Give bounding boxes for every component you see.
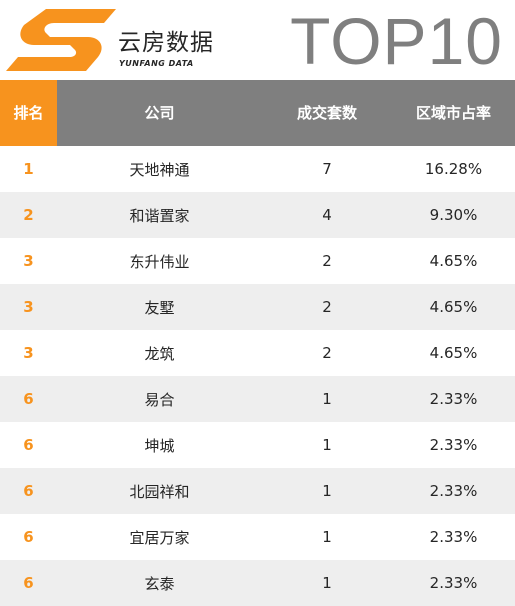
header-market-share: 区域市占率 [415, 104, 491, 122]
rank-cell: 6 [23, 482, 34, 500]
table-row: 1 天地神通 7 16.28% [0, 146, 515, 192]
count-cell: 2 [322, 298, 332, 316]
brand-name: 云房数据 [118, 30, 214, 56]
company-cell: 易合 [144, 390, 175, 409]
share-cell: 2.33% [429, 436, 478, 454]
rank-cell: 3 [23, 344, 34, 362]
rank-cell: 2 [23, 206, 34, 224]
table-row: 3 友墅 2 4.65% [0, 284, 515, 330]
rank-cell: 6 [23, 528, 34, 546]
share-cell: 2.33% [429, 574, 478, 592]
count-cell: 4 [322, 206, 332, 224]
page-title: TOP10 [290, 4, 503, 78]
table-row: 3 东升伟业 2 4.65% [0, 238, 515, 284]
count-cell: 1 [322, 436, 332, 454]
share-cell: 4.65% [429, 298, 478, 316]
count-cell: 1 [322, 528, 332, 546]
rank-cell: 6 [23, 390, 34, 408]
count-cell: 1 [322, 482, 332, 500]
count-cell: 2 [322, 252, 332, 270]
share-cell: 9.30% [429, 206, 478, 224]
count-cell: 1 [322, 390, 332, 408]
count-cell: 1 [322, 574, 332, 592]
table-row: 6 易合 1 2.33% [0, 376, 515, 422]
company-cell: 坤城 [144, 436, 175, 455]
share-cell: 4.65% [429, 252, 478, 270]
table-row: 6 玄泰 1 2.33% [0, 560, 515, 606]
share-cell: 4.65% [429, 344, 478, 362]
company-cell: 友墅 [144, 298, 175, 317]
share-cell: 2.33% [429, 390, 478, 408]
rank-cell: 3 [23, 298, 34, 316]
rank-cell: 6 [23, 574, 34, 592]
company-cell: 北园祥和 [129, 482, 190, 501]
header-deal-count: 成交套数 [296, 104, 357, 122]
share-cell: 16.28% [424, 160, 483, 178]
ranking-table: 排名 公司 成交套数 区域市占率 1 天地神通 7 16.28% 2 和谐置家 … [0, 80, 515, 606]
table-row: 6 北园祥和 1 2.33% [0, 468, 515, 514]
company-cell: 和谐置家 [129, 206, 190, 225]
header: 云房数据 YUNFANG DATA TOP10 [0, 0, 515, 80]
rank-cell: 1 [23, 160, 34, 178]
table-row: 6 坤城 1 2.33% [0, 422, 515, 468]
company-cell: 宜居万家 [129, 528, 190, 547]
brand-name-english: YUNFANG DATA [119, 59, 194, 68]
count-cell: 7 [322, 160, 332, 178]
company-cell: 玄泰 [144, 574, 175, 593]
rank-cell: 6 [23, 436, 34, 454]
rank-cell: 3 [23, 252, 34, 270]
company-cell: 天地神通 [129, 160, 190, 179]
table-row: 6 宜居万家 1 2.33% [0, 514, 515, 560]
table-row: 3 龙筑 2 4.65% [0, 330, 515, 376]
header-rank: 排名 [0, 80, 57, 146]
table-header-row: 排名 公司 成交套数 区域市占率 [0, 80, 515, 146]
table-row: 2 和谐置家 4 9.30% [0, 192, 515, 238]
yunfang-logo-icon [6, 9, 116, 71]
company-cell: 东升伟业 [129, 252, 190, 271]
company-cell: 龙筑 [144, 344, 175, 363]
share-cell: 2.33% [429, 528, 478, 546]
share-cell: 2.33% [429, 482, 478, 500]
count-cell: 2 [322, 344, 332, 362]
header-company: 公司 [144, 104, 175, 122]
